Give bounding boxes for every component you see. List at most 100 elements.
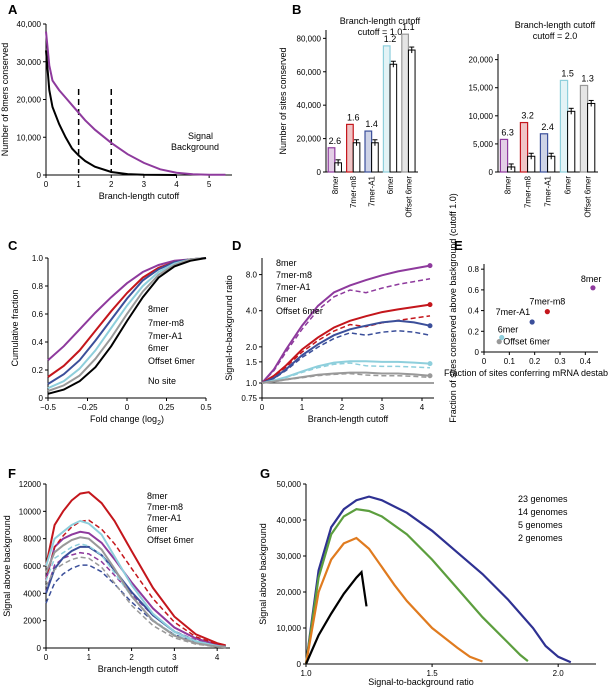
panel-c-legend-offset-6mer: Offset 6mer <box>148 356 195 366</box>
panel-d-y-tick-label: 8.0 <box>246 271 258 280</box>
panel-b-1-bar-signal-7mer-a1 <box>364 130 373 173</box>
panel-e-point-8mer <box>590 285 596 291</box>
panel-f-legend-offset-6mer: Offset 6mer <box>147 535 194 545</box>
panel-d-legend-7mer-m8: 7mer-m8 <box>276 270 312 280</box>
panel-f-chart: 0 1 2 3 4 0 2000 4000 6000 8000 10000 12000 Branch-l… <box>2 480 230 674</box>
panel-d-x-axis-label: Branch-length cutoff <box>308 414 389 424</box>
panel-label-b: B <box>292 2 301 17</box>
panel-b-2-bar-background-6mer <box>567 110 576 173</box>
panel-d-series-7mer-a1 <box>261 319 431 384</box>
panel-g-y-tick-label: 50,000 <box>277 480 302 489</box>
panel-b-2-bar-signal-offset-6mer <box>579 84 589 173</box>
panel-g-y-tick-label: 10,000 <box>277 624 302 633</box>
panel-g-y-tick-label: 0 <box>297 660 302 669</box>
panel-e-point-label-7mer-a1: 7mer-A1 <box>496 307 531 317</box>
panel-e-point-7mer-a1 <box>529 319 535 325</box>
panel-f-y-tick-label: 10000 <box>19 507 42 516</box>
panel-e-point-label-6mer: 6mer <box>498 325 519 335</box>
panel-f-series-dashed-offset-6mer <box>45 556 226 649</box>
panel-b-2-y-tick-label: 5,000 <box>473 140 494 149</box>
panel-d-x-tick-label: 4 <box>420 403 425 412</box>
panel-c-legend-8mer: 8mer <box>148 304 169 314</box>
panel-b-1-ratio-label: 1.4 <box>365 119 378 129</box>
panel-e-y-tick-label: 0 <box>475 348 480 357</box>
panel-d-series-dashed-7mer-a1 <box>261 329 431 384</box>
panel-d-legend-6mer: 6mer <box>276 294 297 304</box>
panel-d-series-6mer <box>261 360 431 384</box>
panel-b-2-bar-signal-7mer-m8 <box>519 121 529 173</box>
panel-d-y-tick-label: 0.75 <box>241 394 257 403</box>
panel-c-series-no-site <box>47 257 207 395</box>
panel-b-2-y-tick-label: 10,000 <box>469 112 494 121</box>
panel-b-1-title-line-2: cutoff = 1.0 <box>358 27 403 37</box>
panel-b-2-category-label: 6mer <box>564 176 573 195</box>
panel-f-legend-7mer-a1: 7mer-A1 <box>147 513 182 523</box>
panel-e-point-6mer <box>499 334 505 341</box>
panel-label-f: F <box>8 466 16 481</box>
panel-c-legend-no-site: No site <box>148 376 176 386</box>
panel-e-point-label-7mer-m8: 7mer-m8 <box>529 297 565 307</box>
panel-c-x-axis-label-main: Fold change (log <box>90 414 157 424</box>
panel-e-x-tick-label: 0.4 <box>580 357 592 366</box>
panel-d-y-tick-label: 1.5 <box>246 358 258 367</box>
panel-e-x-tick-label: 0.3 <box>554 357 566 366</box>
panel-label-d: D <box>232 238 241 253</box>
panel-d-legend-7mer-a1: 7mer-A1 <box>276 282 311 292</box>
panel-g-chart: 1.0 1.5 2.0 0 10,000 20,000 30,000 40,000 50,000… <box>258 480 596 687</box>
panel-f-y-axis-label: Signal above background <box>2 515 12 617</box>
panel-e-point-offset-6mer <box>496 339 502 345</box>
panel-b-2-ratio-label: 1.3 <box>581 73 594 83</box>
panel-b-2-title-line-1: Branch-length cutoff <box>515 20 596 30</box>
panel-f-y-tick-label: 2000 <box>23 617 41 626</box>
panel-b-1-bar-background-6mer <box>389 63 398 173</box>
panel-b-1-title-line-1: Branch-length cutoff <box>340 16 421 26</box>
panel-g-y-tick-label: 40,000 <box>277 516 302 525</box>
panel-f-series-7mer-m8 <box>45 491 226 647</box>
panel-a-series-background <box>45 50 177 176</box>
panel-b-1-category-label: 7mer-m8 <box>349 175 358 208</box>
panel-d-endpoint-offset-6mer <box>427 373 433 379</box>
panel-a-y-tick-label: 0 <box>37 171 42 180</box>
panel-f-series-dashed-7mer-m8 <box>45 519 226 647</box>
panel-b-1-y-tick-label: 40,000 <box>297 101 322 110</box>
panel-f-x-tick-label: 4 <box>215 653 220 662</box>
panel-c-x-tick-label: 0 <box>125 403 130 412</box>
panel-f-series-offset-6mer <box>45 536 226 649</box>
panel-c-y-axis-label: Cumulative fraction <box>10 289 20 366</box>
panel-b-1-category-label: 8mer <box>331 176 340 195</box>
panel-g-series-23-genomes <box>304 495 572 665</box>
panel-g-y-tick-label: 20,000 <box>277 588 302 597</box>
panel-f-x-tick-label: 2 <box>129 653 134 662</box>
panel-g-legend-2-genomes: 2 genomes <box>518 533 563 543</box>
panel-a-series-signal <box>45 31 226 176</box>
panel-f-x-tick-label: 3 <box>172 653 177 662</box>
panel-f-series-8mer <box>45 530 226 647</box>
panel-c-chart: −0.5 −0.25 0 0.25 0.5 0 0.2 0.4 0.6 0.8 1.0 Fold ch… <box>10 254 212 427</box>
panel-b-1-bar-signal-offset-6mer <box>401 33 410 173</box>
panel-e-x-tick-label: 0.2 <box>529 357 541 366</box>
panel-d-series-dashed-7mer-m8 <box>261 315 431 384</box>
panel-d-y-tick-label: 4.0 <box>246 307 258 316</box>
panel-b-1-ratio-label: 1.6 <box>347 112 360 122</box>
panel-label-g: G <box>260 466 270 481</box>
panel-g-y-tick-label: 30,000 <box>277 552 302 561</box>
panel-e-y-tick-label: 0.6 <box>468 286 480 295</box>
panel-c-y-tick-label: 0.6 <box>32 310 44 319</box>
panel-b-1-y-tick-label: 20,000 <box>297 135 322 144</box>
panel-f-series-7mer-a1 <box>45 545 226 648</box>
panel-b-1-bar-background-offset-6mer <box>407 49 416 173</box>
panel-b-2-title-line-2: cutoff = 2.0 <box>533 31 578 41</box>
panel-f-x-tick-label: 1 <box>87 653 92 662</box>
panel-b-1-ratio-label: 2.6 <box>329 136 342 146</box>
panel-e-point-label-8mer: 8mer <box>581 274 602 284</box>
panel-g-series-2-genomes <box>304 569 368 665</box>
panel-c-x-tick-label: 0.5 <box>200 403 212 412</box>
panel-b-2-y-tick-label: 20,000 <box>469 56 494 65</box>
panel-c-series-offset-6mer <box>47 257 207 392</box>
panel-g-x-axis-label: Signal-to-background ratio <box>368 677 474 687</box>
panel-f-series-6mer <box>45 519 226 648</box>
panel-a-y-axis-label: Number of 8mers conserved <box>0 43 10 157</box>
panel-d-series-dashed-6mer <box>261 362 431 384</box>
panel-g-legend-23-genomes: 23 genomes <box>518 494 568 504</box>
panel-d-x-tick-label: 1 <box>300 403 305 412</box>
